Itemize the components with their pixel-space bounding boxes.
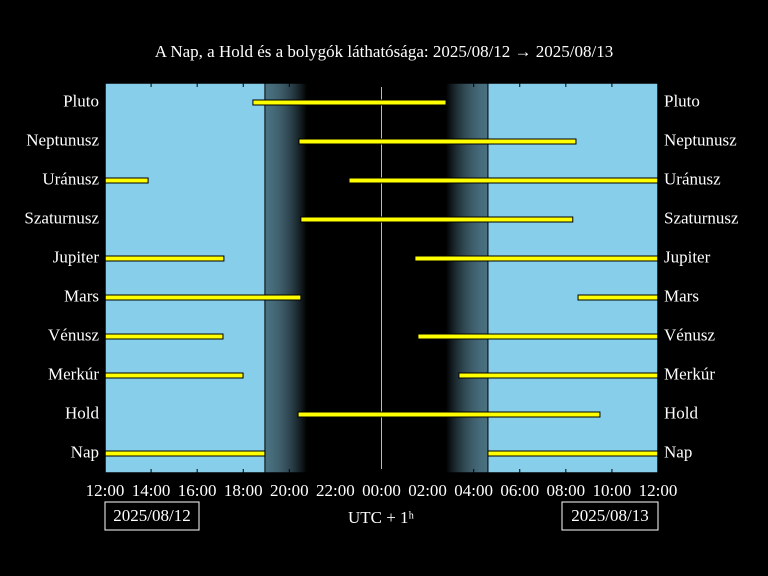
twilight [264,83,307,473]
visibility-bar [298,138,577,145]
row-label: Uránusz [42,169,99,188]
row-label: Pluto [63,91,99,110]
date-box [104,501,200,531]
visibility-bar [104,255,225,262]
row-label: Nap [664,442,692,461]
twilight [445,83,488,473]
x-tick-label: 00:00 [362,481,401,500]
date-left: 2025/08/12 [113,506,190,525]
x-tick-label: 10:00 [593,481,632,500]
x-tick-label: 08:00 [546,481,585,500]
row-label: Neptunusz [664,130,737,149]
row-label: Hold [664,403,699,422]
row-label: Neptunusz [26,130,99,149]
chart-title: A Nap, a Hold és a bolygók láthatósága: … [155,42,613,61]
visibility-bar [104,372,244,379]
x-tick-label: 04:00 [454,481,493,500]
visibility-bar [458,372,659,379]
x-tick-label: 20:00 [270,481,309,500]
visibility-bar [300,216,574,223]
row-label: Merkúr [48,364,99,383]
x-tick-label: 16:00 [178,481,217,500]
x-tick-label: 14:00 [132,481,171,500]
x-tick-label: 22:00 [316,481,355,500]
x-tick-label: 06:00 [500,481,539,500]
plot-frame [104,82,659,474]
row-label: Vénusz [664,325,715,344]
visibility-bar [104,450,266,457]
row-label: Pluto [664,91,700,110]
visibility-bar [297,411,601,418]
visibility-bar [417,333,659,340]
row-label: Nap [71,442,99,461]
x-tick-label: 18:00 [224,481,263,500]
visibility-bar [414,255,659,262]
visibility-bar [104,294,302,301]
row-label: Vénusz [48,325,99,344]
visibility-bar [348,177,659,184]
x-tick-label: 12:00 [86,481,125,500]
visibility-bar [577,294,659,301]
date-box [561,501,659,531]
row-label: Szaturnusz [24,208,99,227]
visibility-bar [104,177,149,184]
row-label: Mars [64,286,99,305]
row-label: Hold [65,403,100,422]
row-label: Merkúr [664,364,715,383]
visibility-bar [252,99,447,106]
row-label: Uránusz [664,169,721,188]
date-right: 2025/08/13 [571,506,648,525]
visibility-bar [487,450,659,457]
row-label: Mars [664,286,699,305]
row-label: Jupiter [664,247,711,266]
x-tick-label: 12:00 [639,481,678,500]
x-axis-label: UTC + 1ʰ [348,508,415,527]
row-label: Szaturnusz [664,208,739,227]
visibility-bar [104,333,224,340]
x-tick-label: 02:00 [408,481,447,500]
row-label: Jupiter [53,247,100,266]
